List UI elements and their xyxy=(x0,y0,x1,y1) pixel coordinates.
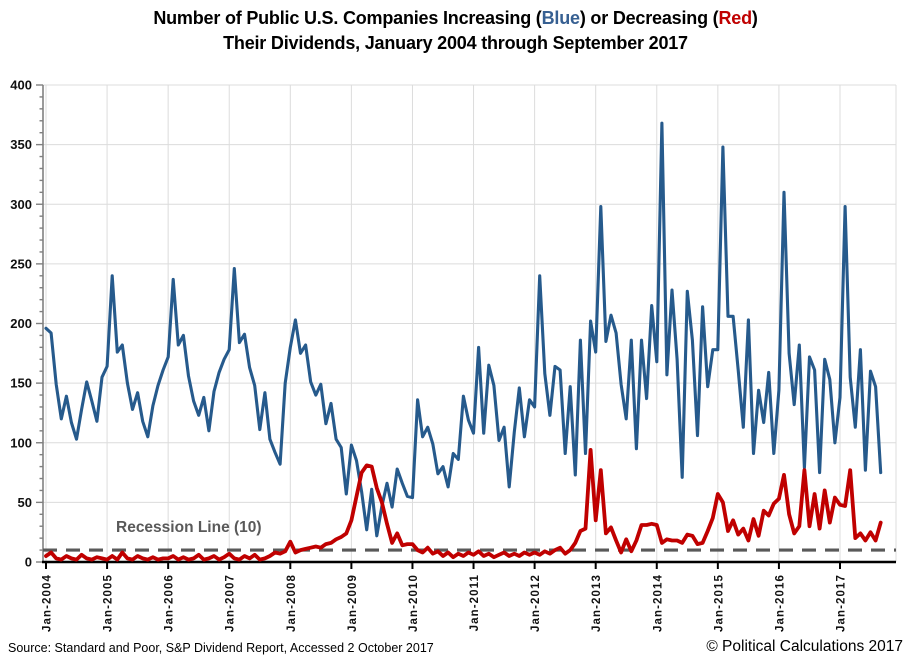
y-tick-label: 0 xyxy=(25,555,32,570)
decreases-line xyxy=(44,447,883,562)
title-red-word: Red xyxy=(718,8,752,28)
x-tick-label: Jan-2010 xyxy=(408,574,420,632)
chart-title: Number of Public U.S. Companies Increasi… xyxy=(0,6,911,56)
copyright-note: © Political Calculations 2017 xyxy=(706,638,903,655)
x-tick-label: Jan-2009 xyxy=(347,574,359,632)
title-blue-word: Blue xyxy=(541,8,580,28)
title-text-3: ) xyxy=(751,8,758,28)
y-tick-label: 50 xyxy=(18,495,32,510)
x-tick-label: Jan-2006 xyxy=(164,574,176,632)
source-note: Source: Standard and Poor, S&P Dividend … xyxy=(8,641,434,655)
x-tick-label: Jan-2015 xyxy=(713,574,725,632)
chart-title-line1: Number of Public U.S. Companies Increasi… xyxy=(0,6,911,31)
recession-line-label: Recession Line (10) xyxy=(116,519,262,536)
y-tick-label: 100 xyxy=(10,435,32,450)
x-tick-label: Jan-2005 xyxy=(103,574,115,632)
x-tick-label: Jan-2007 xyxy=(225,574,237,632)
title-text-2: ) or Decreasing ( xyxy=(579,8,719,28)
x-tick-label: Jan-2014 xyxy=(652,574,664,632)
x-tick-label: Jan-2012 xyxy=(530,574,542,632)
x-tick-label: Jan-2016 xyxy=(774,574,786,632)
y-tick-label: 150 xyxy=(10,376,32,391)
x-tick-label: Jan-2004 xyxy=(42,574,54,632)
x-tick-label: Jan-2013 xyxy=(591,574,603,632)
x-tick-label: Jan-2017 xyxy=(836,574,848,632)
y-tick-label: 350 xyxy=(10,137,32,152)
y-tick-label: 200 xyxy=(10,316,32,331)
x-tick-label: Jan-2011 xyxy=(469,574,481,631)
y-tick-label: 250 xyxy=(10,256,32,271)
increases-line xyxy=(44,121,883,538)
x-tick-label: Jan-2008 xyxy=(286,574,298,632)
title-text-1: Number of Public U.S. Companies Increasi… xyxy=(153,8,542,28)
y-tick-label: 300 xyxy=(10,197,32,212)
chart-title-line2: Their Dividends, January 2004 through Se… xyxy=(223,33,688,53)
y-tick-label: 400 xyxy=(10,78,32,93)
